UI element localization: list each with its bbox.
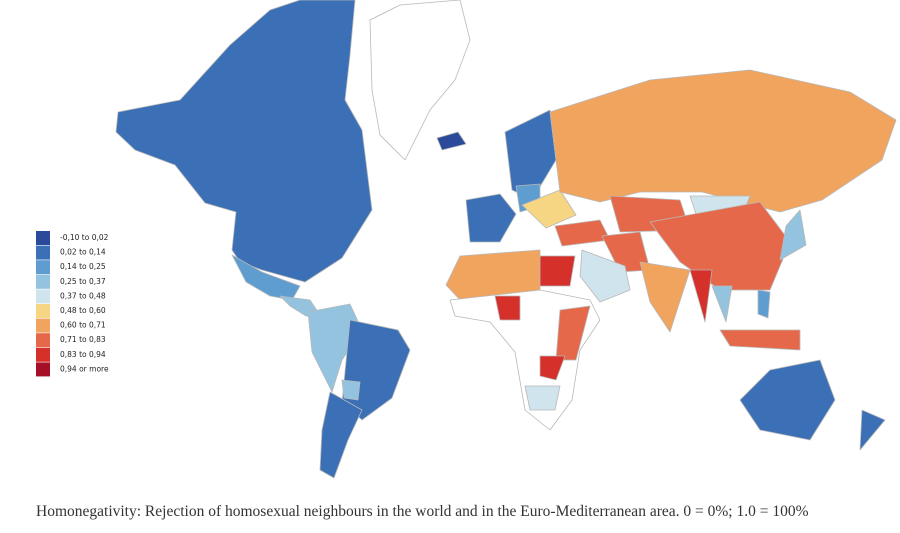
south-africa	[524, 385, 561, 411]
legend-label: 0,48 to 0,60	[60, 306, 106, 315]
andes	[307, 303, 363, 393]
legend-swatch	[36, 362, 50, 377]
eastern-europe	[521, 189, 577, 229]
legend-label: -0,10 to 0,02	[60, 233, 109, 242]
japan	[779, 209, 807, 261]
india	[639, 261, 691, 333]
legend-swatch	[36, 245, 50, 260]
new-zealand	[859, 409, 886, 451]
legend-swatch	[36, 274, 50, 289]
argentina-chile	[319, 391, 363, 479]
legend-swatch	[36, 289, 50, 304]
legend: -0,10 to 0,02 0,02 to 0,14 0,14 to 0,25 0,2…	[36, 231, 109, 377]
russia	[549, 69, 897, 213]
scandinavia	[504, 109, 557, 201]
legend-label: 0,83 to 0,94	[60, 350, 106, 359]
southeast-asia	[711, 285, 733, 323]
arabia	[579, 249, 631, 303]
legend-swatch	[36, 304, 50, 318]
zambia	[539, 355, 566, 381]
legend-label: 0,60 to 0,71	[60, 321, 106, 330]
western-europe	[465, 193, 517, 243]
legend-label: 0,25 to 0,37	[60, 277, 106, 286]
turkey	[554, 219, 611, 247]
legend-swatch	[36, 333, 50, 348]
australia	[739, 359, 836, 441]
china	[649, 201, 791, 291]
legend-label: 0,94 or more	[60, 364, 109, 373]
legend-swatch	[36, 231, 50, 245]
legend-swatch	[36, 347, 50, 362]
legend-label: 0,02 to 0,14	[60, 248, 106, 257]
legend-label: 0,71 to 0,83	[60, 335, 106, 344]
east-africa	[555, 305, 591, 361]
nigeria	[494, 295, 521, 321]
paraguay	[341, 379, 361, 401]
legend-swatch	[36, 260, 50, 275]
north-america	[115, 0, 373, 283]
countries	[115, 0, 897, 479]
legend-label: 0,14 to 0,25	[60, 262, 106, 271]
brazil	[341, 319, 411, 421]
egypt	[539, 255, 576, 287]
iceland	[436, 131, 467, 151]
myanmar	[689, 269, 713, 323]
indonesia	[719, 329, 801, 351]
legend-label: 0,37 to 0,48	[60, 291, 106, 300]
philippines	[757, 289, 771, 319]
caption: Homonegativity: Rejection of homosexual …	[36, 503, 809, 520]
greenland	[369, 0, 471, 161]
world-map: -0,10 to 0,02 0,02 to 0,14 0,14 to 0,25 0,2…	[36, 0, 897, 479]
legend-swatch	[36, 318, 50, 333]
